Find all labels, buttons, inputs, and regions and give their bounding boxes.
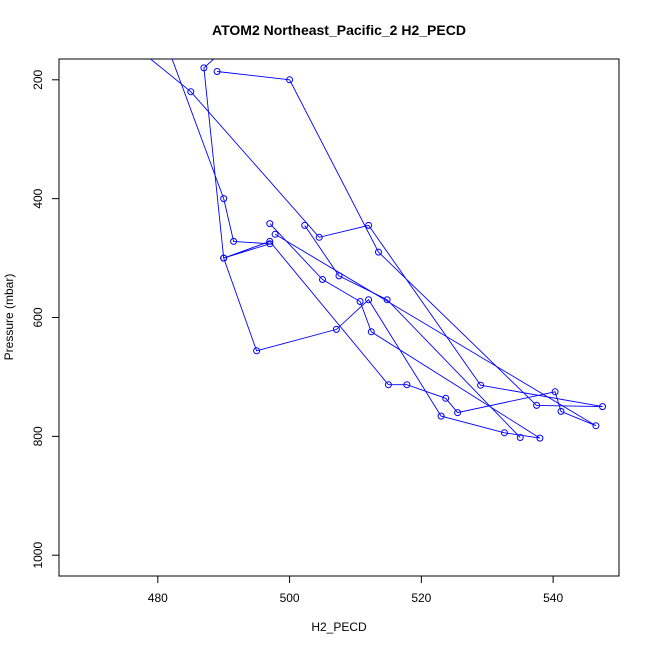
data-point <box>500 429 508 437</box>
x-axis-label: H2_PECD <box>311 620 367 634</box>
series-group <box>122 35 606 442</box>
series-line <box>149 59 603 408</box>
data-point <box>356 298 364 305</box>
data-point <box>315 233 323 241</box>
data-point <box>220 195 228 203</box>
data-point <box>266 240 274 248</box>
series-line <box>203 59 541 439</box>
y-axis: 200 400 600 800 1000 <box>31 69 59 569</box>
data-point <box>230 237 238 245</box>
data-point <box>266 220 274 228</box>
data-point <box>403 381 411 389</box>
data-point <box>187 88 195 96</box>
data-point <box>533 401 541 409</box>
data-point <box>599 403 606 411</box>
y-tick-label: 1000 <box>31 542 45 569</box>
data-point <box>271 230 279 238</box>
data-point <box>384 381 392 389</box>
y-axis-label: Pressure (mbar) <box>2 274 16 361</box>
x-axis: 480 500 520 540 <box>148 576 563 605</box>
x-tick-label: 480 <box>148 591 168 605</box>
data-point <box>367 328 375 336</box>
data-point <box>301 221 309 229</box>
data-point <box>266 237 274 245</box>
data-point <box>437 412 445 420</box>
data-point <box>551 388 559 396</box>
series-line <box>304 225 521 438</box>
data-point <box>516 434 524 441</box>
series-line <box>171 59 597 427</box>
y-tick-label: 400 <box>31 188 45 208</box>
data-point <box>161 35 167 41</box>
chart-title: ATOM2 Northeast_Pacific_2 H2_PECD <box>212 22 466 38</box>
x-tick-label: 540 <box>543 591 563 605</box>
x-tick-label: 500 <box>280 591 300 605</box>
data-point <box>442 394 450 402</box>
data-point <box>200 64 208 72</box>
data-point <box>454 409 462 417</box>
data-point <box>383 296 391 304</box>
data-point <box>557 407 565 415</box>
x-tick-label: 520 <box>411 591 431 605</box>
data-point <box>286 76 294 84</box>
data-point <box>332 325 340 333</box>
data-point <box>375 248 382 256</box>
data-point <box>220 254 228 262</box>
data-point <box>365 296 373 304</box>
data-point <box>477 381 485 389</box>
y-tick-label: 200 <box>31 69 45 89</box>
y-tick-label: 600 <box>31 307 45 327</box>
y-tick-label: 800 <box>31 426 45 446</box>
data-point <box>536 434 544 442</box>
data-point <box>592 422 600 430</box>
data-point <box>365 221 373 229</box>
plot-frame <box>58 58 620 577</box>
data-point <box>122 35 128 41</box>
data-point <box>335 272 343 280</box>
data-point <box>319 276 326 283</box>
data-point <box>213 68 221 75</box>
data-point <box>253 347 261 355</box>
